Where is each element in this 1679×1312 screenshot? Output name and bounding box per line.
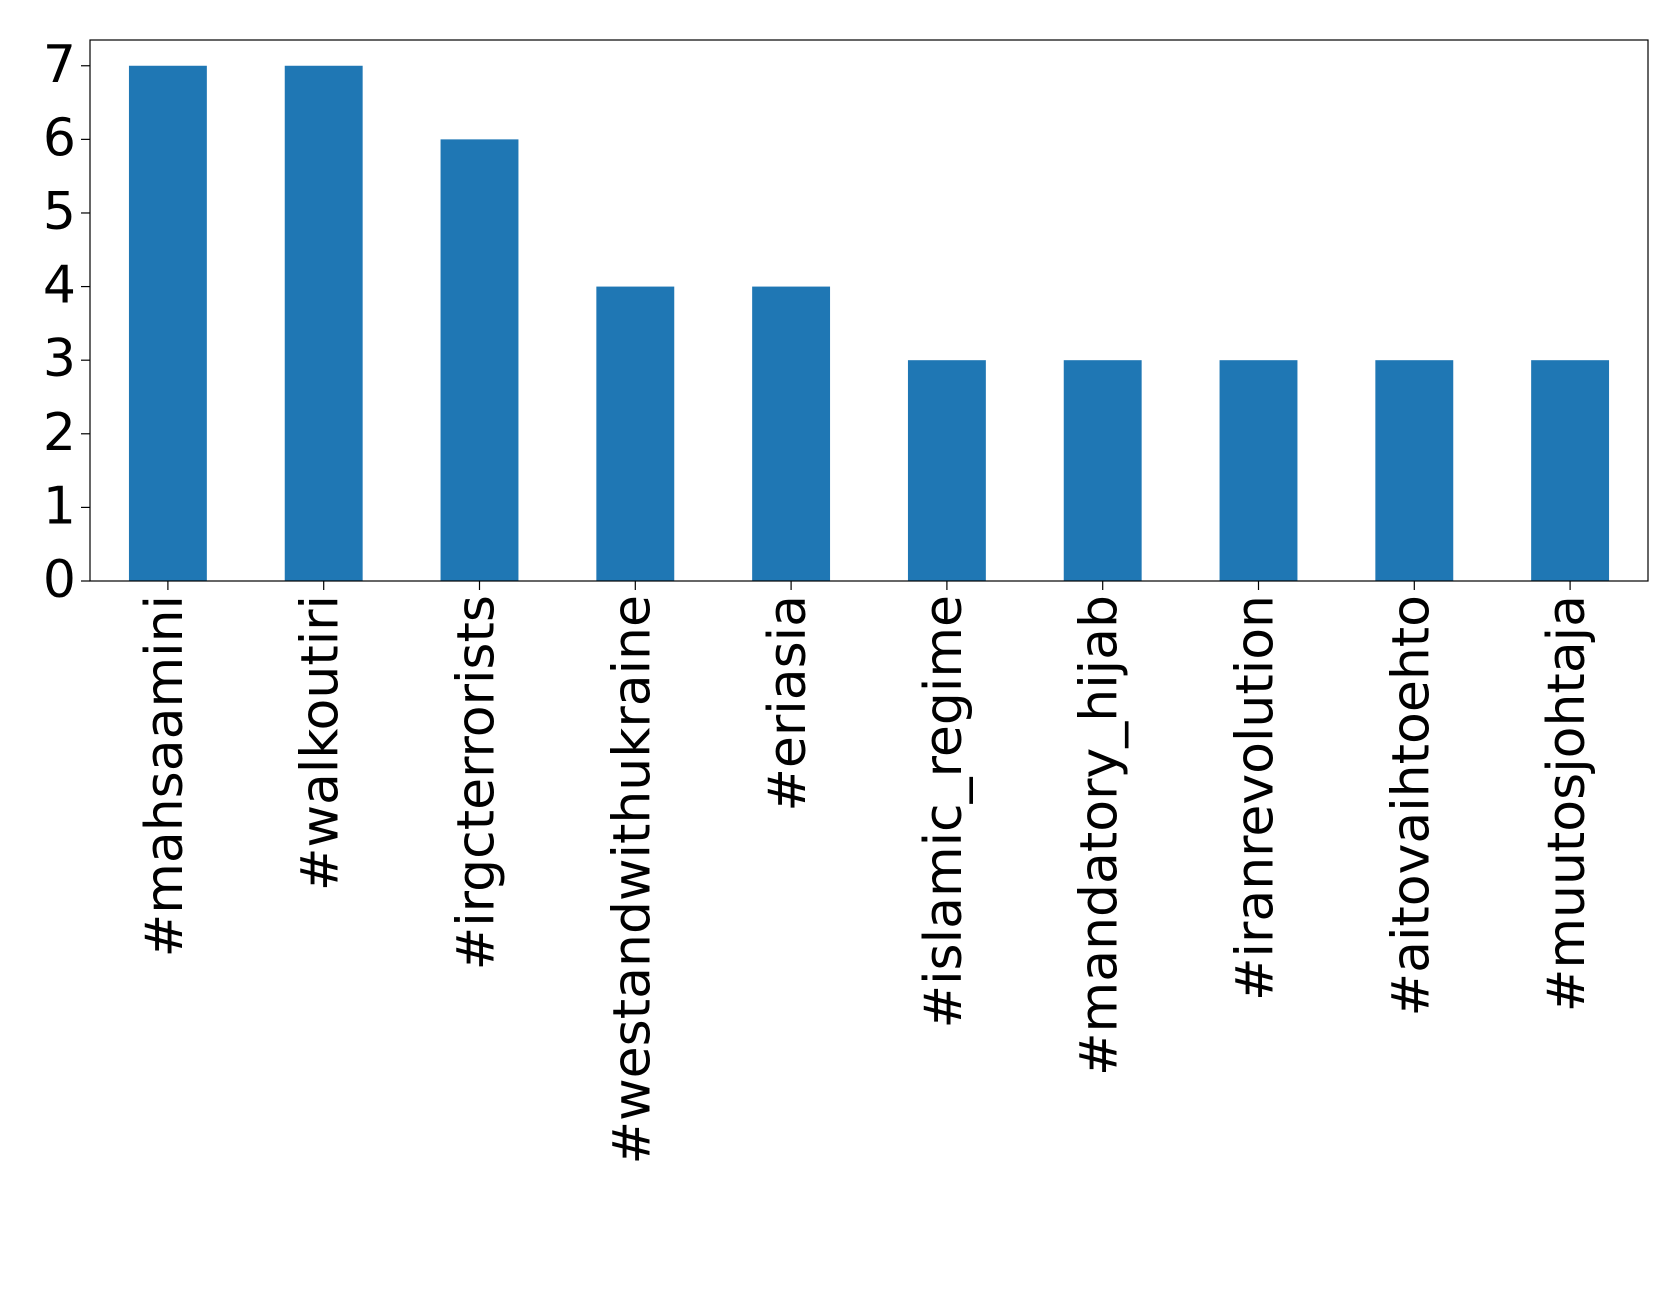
x-tick-label: #mahsaamini (135, 595, 195, 957)
bar (1063, 360, 1142, 581)
x-tick-label: #walkoutiri (291, 595, 351, 891)
y-tick-label: 1 (43, 476, 76, 536)
y-tick-label: 5 (43, 182, 76, 242)
y-tick-label: 4 (43, 256, 76, 316)
bar (1531, 360, 1610, 581)
bar (596, 286, 675, 581)
y-tick-label: 0 (43, 550, 76, 610)
x-tick-label: #mandatory_hijab (1070, 595, 1130, 1076)
bar (907, 360, 986, 581)
bar (1375, 360, 1454, 581)
bar (440, 139, 519, 581)
bar (128, 65, 207, 581)
x-tick-label: #westandwithukraine (602, 595, 662, 1164)
y-tick-label: 6 (43, 108, 76, 168)
plot-frame (89, 39, 1649, 582)
y-tick-label: 2 (43, 403, 76, 463)
x-tick-label: #aitovaihtoehto (1381, 595, 1441, 1016)
bar (284, 65, 363, 581)
y-tick-label: 3 (43, 329, 76, 389)
x-tick-label: #irgcterrorists (447, 595, 507, 970)
bar (1219, 360, 1298, 581)
y-tick-label: 7 (43, 35, 76, 95)
x-tick-label: #iranrevolution (1226, 595, 1286, 1001)
x-tick-label: #eriasia (758, 595, 818, 812)
bar (752, 286, 831, 581)
x-tick-label: #muutosjohtaja (1537, 595, 1597, 1012)
x-tick-label: #islamic_regime (914, 595, 974, 1028)
